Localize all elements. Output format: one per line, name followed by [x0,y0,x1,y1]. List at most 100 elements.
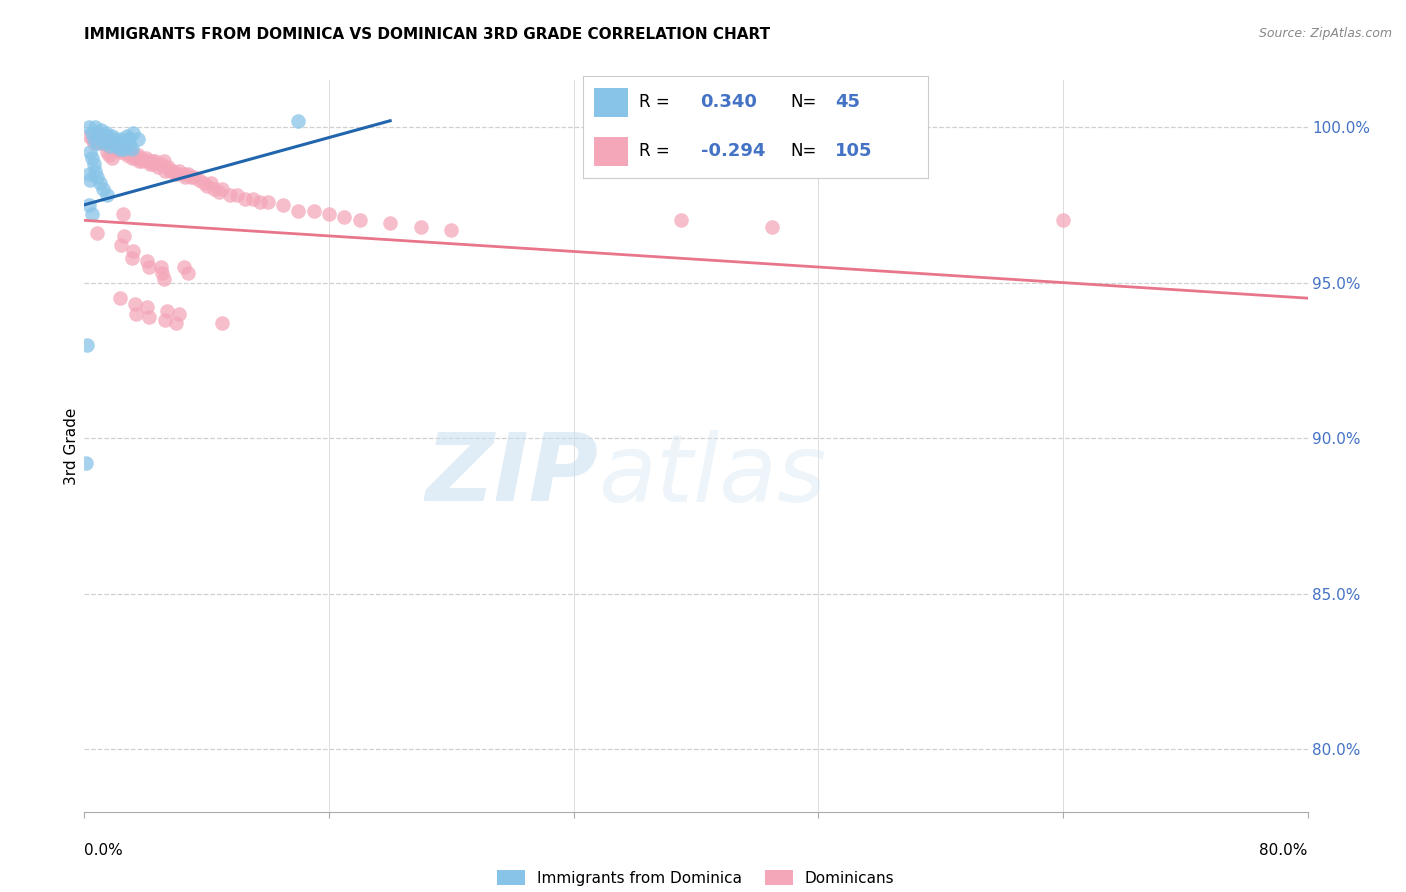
Point [104,138,127,153]
Point [120,145,142,159]
Point [114,136,136,150]
Point [233,192,256,206]
Point [173,167,195,181]
Point [93,132,115,146]
Point [86,169,108,184]
Point [101,142,124,156]
Point [98,136,121,150]
Point [96,132,118,146]
Point [177,266,200,280]
Point [86,132,108,146]
Point [101,129,124,144]
Point [84,163,107,178]
Point [188,173,211,187]
Point [110,132,132,146]
Text: -0.294: -0.294 [700,142,765,161]
Point [80,132,103,146]
Point [146,161,169,175]
Text: 80.0%: 80.0% [1260,843,1308,858]
Point [87,126,110,140]
Point [93,136,115,150]
Point [122,148,145,162]
Point [103,138,125,153]
Point [226,188,249,202]
Point [83,132,105,146]
Point [149,260,172,274]
Legend: Immigrants from Dominica, Dominicans: Immigrants from Dominica, Dominicans [491,863,901,892]
Point [440,222,463,236]
Point [97,132,120,146]
Point [153,154,176,169]
Point [165,316,187,330]
FancyBboxPatch shape [593,137,628,166]
Point [138,310,160,324]
Point [174,169,197,184]
Point [349,213,371,227]
Y-axis label: 3rd Grade: 3rd Grade [63,408,79,484]
Text: IMMIGRANTS FROM DOMINICA VS DOMINICAN 3RD GRADE CORRELATION CHART: IMMIGRANTS FROM DOMINICA VS DOMINICAN 3R… [84,27,770,42]
Point [115,148,138,162]
Point [112,228,135,243]
Point [110,238,132,252]
Text: R =: R = [638,93,669,111]
Point [122,244,145,259]
Point [77,167,100,181]
Point [136,253,159,268]
Point [79,173,101,187]
Point [302,204,325,219]
Point [94,126,117,140]
Point [409,219,432,234]
Point [150,266,173,280]
Point [162,163,184,178]
Point [208,186,231,200]
Point [155,313,177,327]
Text: 0.340: 0.340 [700,93,758,111]
Point [180,169,202,184]
Point [125,307,148,321]
Point [242,192,264,206]
Point [79,145,101,159]
Point [211,316,233,330]
Point [127,148,149,162]
Point [75,456,97,470]
Point [202,182,225,196]
Point [86,226,108,240]
Point [139,157,162,171]
Point [173,260,195,274]
Point [271,198,294,212]
Point [87,126,110,140]
Point [101,151,124,165]
Point [111,207,134,221]
Point [669,213,692,227]
Point [111,138,134,153]
Point [77,120,100,134]
Point [80,126,103,140]
Point [129,151,152,165]
Point [141,154,163,169]
Point [380,217,402,231]
Point [76,338,98,352]
Point [249,194,271,209]
Point [96,145,118,159]
Point [84,120,107,134]
Point [86,136,108,150]
Point [112,145,135,159]
Point [83,157,105,171]
Point [121,142,143,156]
Point [122,126,145,140]
Point [94,136,117,150]
Text: 45: 45 [835,93,860,111]
Point [89,176,111,190]
Point [257,194,280,209]
Point [135,151,157,165]
Point [1052,213,1074,227]
Point [89,136,111,150]
Point [104,132,127,146]
Point [83,136,105,150]
Point [156,303,179,318]
Point [103,136,125,150]
Point [211,182,233,196]
Point [124,297,146,311]
Point [138,260,160,274]
Point [159,163,181,178]
